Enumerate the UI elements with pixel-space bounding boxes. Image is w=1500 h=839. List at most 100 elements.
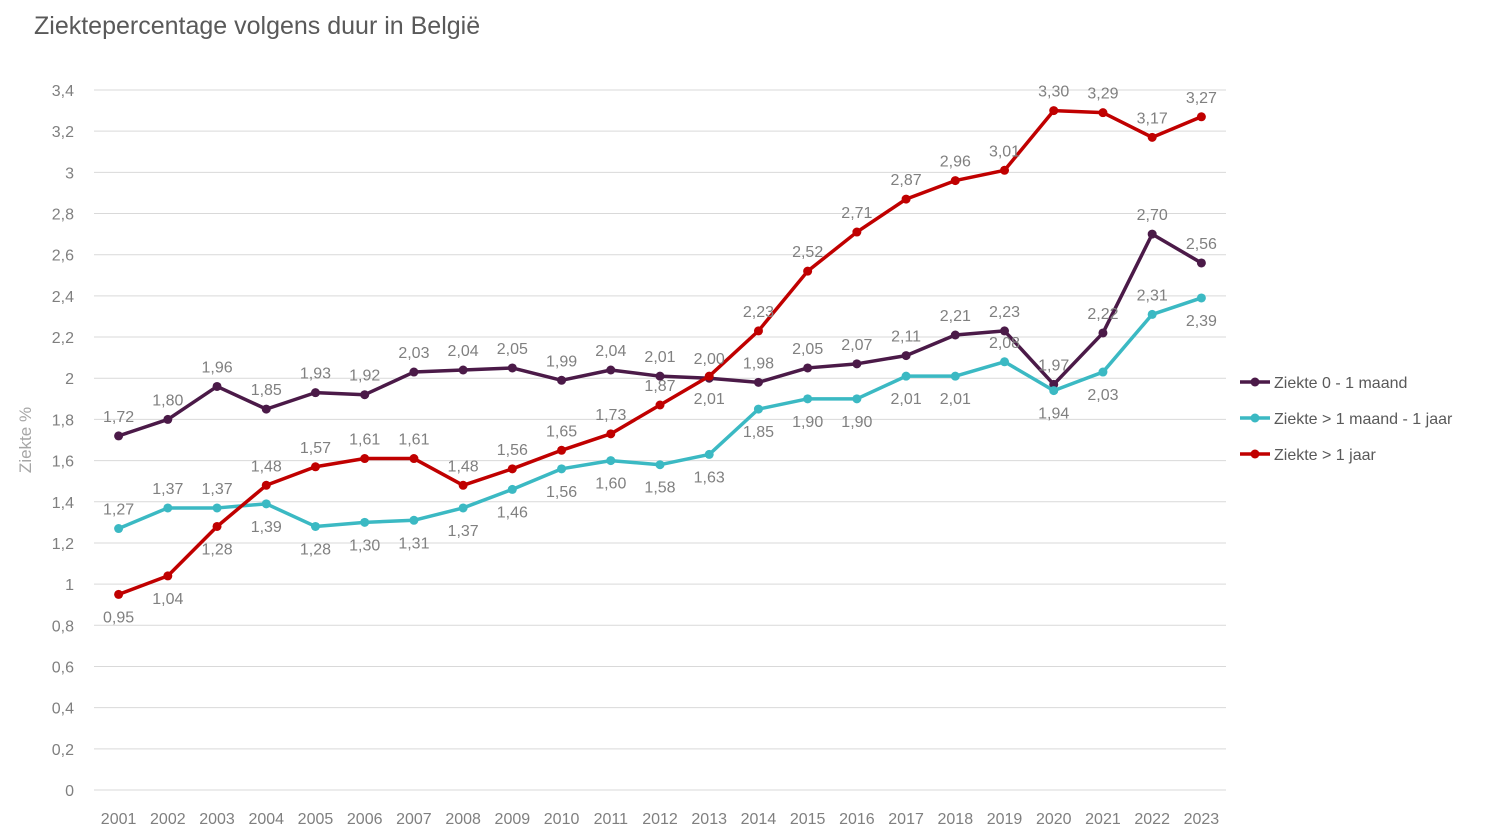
data-label: 2,56 [1186, 236, 1217, 253]
data-point [1098, 367, 1108, 377]
data-label: 2,01 [694, 391, 725, 408]
data-point [557, 464, 567, 474]
y-tick-label: 0,6 [52, 659, 74, 676]
data-label: 2,00 [694, 351, 725, 368]
data-label: 2,11 [891, 329, 921, 346]
y-tick-label: 0,2 [52, 742, 74, 759]
data-point [1196, 293, 1206, 303]
x-tick-label: 2016 [839, 811, 875, 828]
data-point [753, 326, 763, 336]
data-label: 2,23 [743, 304, 774, 321]
data-label: 1,96 [201, 359, 232, 376]
data-point [803, 363, 813, 373]
data-point [310, 388, 320, 398]
x-tick-label: 2020 [1036, 811, 1072, 828]
data-point [950, 371, 960, 381]
x-tick-label: 2010 [544, 811, 580, 828]
data-point [950, 176, 960, 186]
data-point [261, 404, 271, 414]
data-point [1000, 357, 1010, 367]
data-point [114, 524, 124, 534]
data-label: 2,52 [792, 244, 823, 261]
y-tick-label: 1,2 [52, 536, 74, 553]
x-tick-label: 2005 [298, 811, 334, 828]
data-label: 2,04 [448, 343, 479, 360]
legend-marker [1250, 449, 1260, 459]
data-point [1147, 132, 1157, 142]
data-label: 1,28 [201, 541, 232, 558]
data-label: 1,04 [152, 591, 183, 608]
y-tick-label: 2,8 [52, 207, 74, 224]
data-label: 2,04 [595, 343, 626, 360]
y-tick-label: 2,2 [52, 330, 74, 347]
data-point [704, 449, 714, 459]
data-label: 1,65 [546, 423, 577, 440]
x-tick-label: 2002 [150, 811, 186, 828]
data-point [114, 431, 124, 441]
data-point [1196, 258, 1206, 268]
data-point [606, 365, 616, 375]
data-label: 2,01 [891, 391, 922, 408]
data-point [655, 371, 665, 381]
data-label: 2,05 [792, 341, 823, 358]
legend-entry: Ziekte > 1 jaar [1274, 447, 1377, 464]
data-label: 2,07 [841, 337, 872, 354]
data-point [1098, 108, 1108, 118]
data-label: 1,99 [546, 353, 577, 370]
data-point [950, 330, 960, 340]
data-label: 1,61 [349, 432, 380, 449]
data-point [360, 454, 370, 464]
data-label: 1,60 [595, 476, 626, 493]
data-label: 1,80 [152, 392, 183, 409]
data-point [212, 521, 222, 531]
data-label: 2,03 [398, 345, 429, 362]
x-tick-label: 2013 [691, 811, 727, 828]
data-label: 1,87 [644, 378, 675, 395]
x-tick-label: 2021 [1085, 811, 1121, 828]
data-point [458, 503, 468, 513]
data-point [458, 365, 468, 375]
data-label: 3,01 [989, 143, 1020, 160]
data-label: 1,31 [398, 535, 429, 552]
data-label: 2,87 [891, 172, 922, 189]
data-label: 1,48 [448, 458, 479, 475]
data-point [163, 571, 173, 581]
data-label: 1,39 [251, 519, 282, 536]
data-label: 2,96 [940, 154, 971, 171]
x-tick-label: 2019 [987, 811, 1023, 828]
x-tick-label: 2003 [199, 811, 235, 828]
data-point [557, 445, 567, 455]
x-tick-label: 2011 [594, 811, 629, 828]
y-tick-label: 1,4 [52, 495, 74, 512]
data-label: 1,98 [743, 355, 774, 372]
gridlines [94, 89, 1226, 791]
data-label: 1,72 [103, 409, 134, 426]
x-tick-label: 2022 [1134, 811, 1170, 828]
x-tick-label: 2006 [347, 811, 383, 828]
data-label: 2,01 [644, 349, 675, 366]
data-label: 1,85 [251, 382, 282, 399]
data-point [212, 503, 222, 513]
data-point [114, 589, 124, 599]
data-label: 1,57 [300, 440, 331, 457]
x-tick-label: 2017 [888, 811, 924, 828]
data-labels: 1,72 1,80 1,96 1,85 1,93 1,92 2,03 2,04 2,05 1,99… [103, 84, 1217, 627]
data-point [1147, 309, 1157, 319]
legend-marker [1250, 413, 1260, 423]
x-tick-label: 2004 [248, 811, 284, 828]
data-label: 1,63 [694, 469, 725, 486]
data-label: 1,90 [792, 414, 823, 431]
x-tick-label: 2012 [642, 811, 678, 828]
data-label: 1,73 [595, 407, 626, 424]
data-label: 2,31 [1137, 287, 1168, 304]
data-point [704, 371, 714, 381]
data-point [212, 381, 222, 391]
x-tick-label: 2014 [741, 811, 777, 828]
x-tick-label: 2023 [1184, 811, 1220, 828]
data-label: 2,39 [1186, 313, 1217, 330]
data-label: 2,05 [497, 341, 528, 358]
y-tick-label: 1,8 [52, 412, 74, 429]
data-label: 1,37 [201, 481, 232, 498]
y-tick-label: 0,4 [52, 701, 74, 718]
